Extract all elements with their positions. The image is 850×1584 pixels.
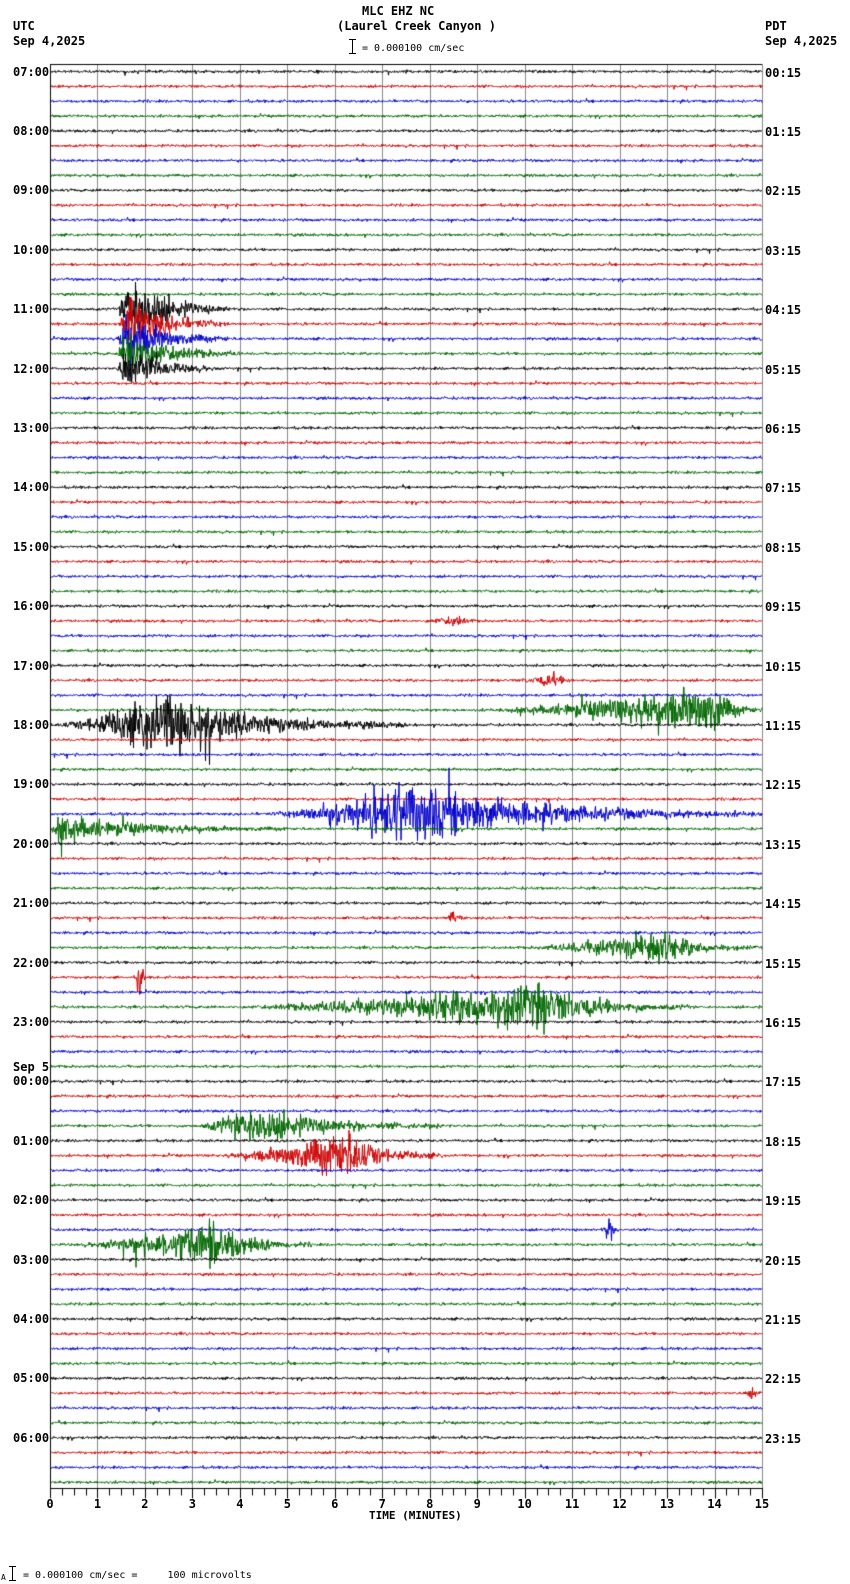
utc-hour-label: 12:00	[13, 361, 50, 376]
footer-scale-text: = 0.000100 cm/sec = 100 microvolts	[23, 1570, 252, 1581]
utc-hour-label: 11:00	[13, 302, 50, 317]
pdt-hour-label: 07:15	[765, 481, 802, 496]
pdt-hour-label: 13:15	[765, 837, 802, 852]
utc-hour-label: 05:00	[13, 1371, 50, 1386]
pdt-hour-label: 03:15	[765, 243, 802, 258]
pdt-hour-label: 11:15	[765, 718, 802, 733]
x-tick-label: 12	[612, 1497, 627, 1511]
pdt-hour-label: 12:15	[765, 778, 802, 793]
x-tick-label: 6	[331, 1497, 339, 1511]
utc-hour-label: 08:00	[13, 123, 50, 138]
utc-hour-label: 09:00	[13, 183, 50, 198]
pdt-hour-label: 10:15	[765, 659, 802, 674]
utc-hour-label: 15:00	[13, 539, 50, 554]
pdt-hour-label: 01:15	[765, 124, 802, 139]
x-tick-label: 1	[93, 1497, 102, 1511]
pdt-hour-label: 22:15	[765, 1372, 802, 1387]
x-tick-label: 4	[236, 1497, 244, 1511]
utc-hour-label: 01:00	[13, 1133, 50, 1148]
utc-hour-label: 21:00	[13, 896, 50, 911]
utc-hour-label: 06:00	[13, 1430, 50, 1445]
pdt-hour-label: 08:15	[765, 540, 802, 555]
utc-hour-label: 23:00	[13, 1014, 50, 1029]
utc-hour-label: 04:00	[13, 1311, 50, 1326]
x-tick-label: 11	[564, 1497, 580, 1511]
utc-hour-label: 00:00	[13, 1074, 50, 1089]
utc-hour-label: 03:00	[13, 1252, 50, 1267]
pdt-hour-label: 09:15	[765, 600, 802, 615]
footer-scale-bar-icon	[9, 1566, 16, 1581]
pdt-hour-label: 21:15	[765, 1312, 802, 1327]
footer-scale-prefix: A	[1, 1573, 6, 1582]
x-tick-label: 8	[426, 1497, 434, 1511]
pdt-hour-label: 04:15	[765, 303, 802, 318]
x-tick-label: 15	[754, 1497, 770, 1511]
utc-hour-label: 18:00	[13, 717, 50, 732]
utc-hour-label: 13:00	[13, 420, 50, 435]
x-tick-label: 7	[378, 1497, 386, 1511]
utc-hour-label: 02:00	[13, 1193, 50, 1208]
utc-hour-label: 17:00	[13, 658, 50, 673]
pdt-hour-label: 05:15	[765, 362, 802, 377]
pdt-hour-label: 14:15	[765, 897, 802, 912]
utc-hour-label: 14:00	[13, 480, 50, 495]
utc-hour-label: 16:00	[13, 599, 50, 614]
x-tick-label: 3	[188, 1497, 196, 1511]
x-tick-label: 2	[141, 1497, 149, 1511]
utc-hour-label: 19:00	[13, 777, 50, 792]
utc-hour-label: 10:00	[13, 242, 50, 257]
pdt-hour-label: 20:15	[765, 1253, 802, 1268]
x-axis-label: TIME (MINUTES)	[369, 1509, 462, 1522]
pdt-hour-label: 06:15	[765, 421, 802, 436]
x-tick-label: 10	[517, 1497, 532, 1511]
pdt-hour-label: 19:15	[765, 1194, 802, 1209]
utc-hour-label: 20:00	[13, 836, 50, 851]
x-tick-label: 5	[283, 1497, 291, 1511]
x-tick-label: 14	[707, 1497, 722, 1511]
pdt-hour-label: 23:15	[765, 1431, 802, 1446]
pdt-hour-label: 17:15	[765, 1075, 802, 1090]
date-label: Sep 5	[13, 1060, 50, 1075]
pdt-hour-label: 15:15	[765, 956, 802, 971]
utc-hour-label: 22:00	[13, 955, 50, 970]
x-tick-label: 13	[659, 1497, 675, 1511]
pdt-hour-label: 18:15	[765, 1134, 802, 1149]
x-tick-label: 9	[473, 1497, 481, 1511]
pdt-hour-label: 16:15	[765, 1015, 802, 1030]
utc-hour-label: 07:00	[13, 64, 50, 79]
pdt-hour-label: 02:15	[765, 184, 802, 199]
pdt-hour-label: 00:15	[765, 65, 802, 80]
x-tick-label: 0	[46, 1497, 54, 1511]
